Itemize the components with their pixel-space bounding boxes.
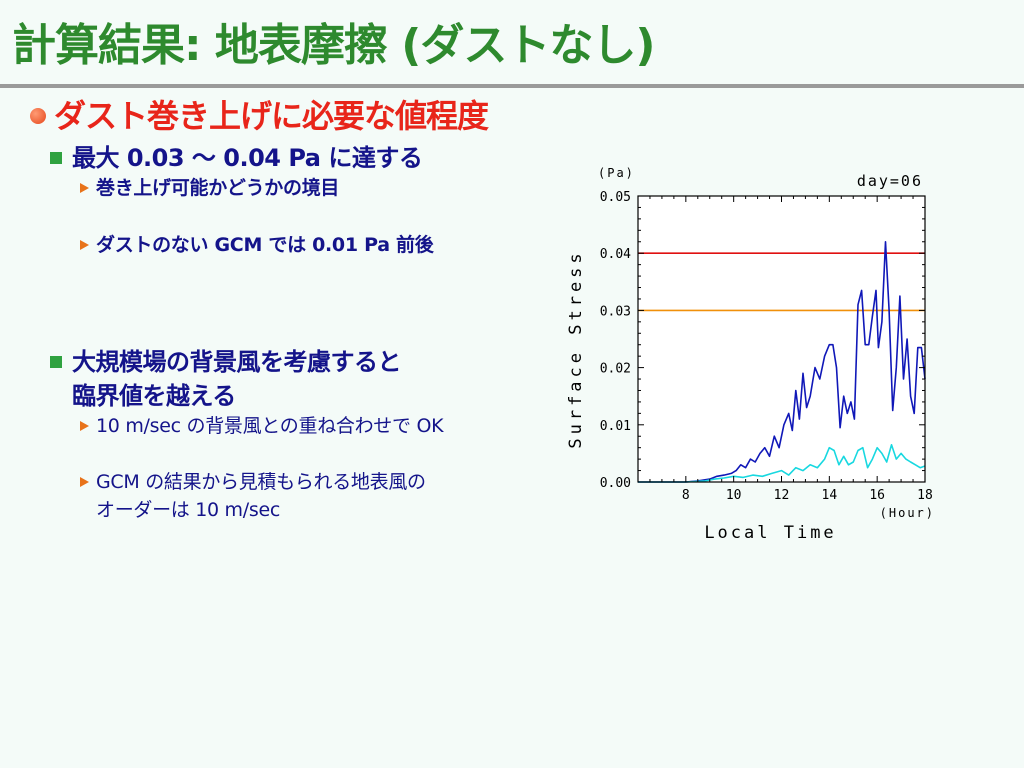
x-tick-label: 8 [682,488,690,503]
y-tick-label: 0.00 [600,476,631,491]
chart-title: day=06 [857,172,923,190]
bullet-text: オーダーは 10 m/sec [96,499,281,521]
y-tick-label: 0.03 [600,304,631,319]
bullet-text: 巻き上げ可能かどうかの境目 [96,177,340,199]
bullet-square-icon [50,152,62,164]
x-tick-label: 16 [869,488,885,503]
series-line-0 [638,241,926,483]
bullet-text: GCM の結果から見積もられる地表風の [96,471,426,493]
y-tick-label: 0.04 [600,247,631,262]
x-unit-label: (Hour) [880,506,935,520]
y-axis-label: Surface Stress [566,249,586,448]
bullet-text: 10 m/sec の背景風との重ね合わせで OK [96,415,444,437]
y-tick-label: 0.01 [600,419,631,434]
surface-stress-chart: 8 10 12 14 16 18 0.00 0.01 0.02 0.03 0.04 0.05 (Pa) d… [566,166,935,543]
x-axis-label: Local Time [704,523,836,543]
bullet-triangle-icon [80,240,89,250]
x-tick-label: 14 [822,488,838,503]
y-tick-label: 0.02 [600,362,631,377]
x-tick-label: 12 [774,488,790,503]
bullet-triangle-icon [80,183,89,193]
bullet-triangle-icon [80,421,89,431]
bullet-text: ダストのない GCM では 0.01 Pa 前後 [96,234,434,256]
bullet-text: 臨界値を越える [72,382,236,410]
bullet-text: ダスト巻き上げに必要な値程度 [54,97,489,135]
bullet-triangle-icon [80,477,89,487]
bullet-text: 最大 0.03 〜 0.04 Pa に達する [72,144,423,172]
series-line-1 [638,443,926,483]
title-divider [0,84,1024,88]
bullet-text: 大規模場の背景風を考慮すると [72,348,402,376]
y-unit-label: (Pa) [598,166,635,180]
bullet-dot-icon [30,108,46,124]
bullet-square-icon [50,356,62,368]
page-title: 計算結果: 地表摩擦 (ダストなし) [12,20,655,71]
x-tick-label: 10 [726,488,742,503]
y-tick-label: 0.05 [600,190,631,205]
x-tick-label: 18 [917,488,933,503]
